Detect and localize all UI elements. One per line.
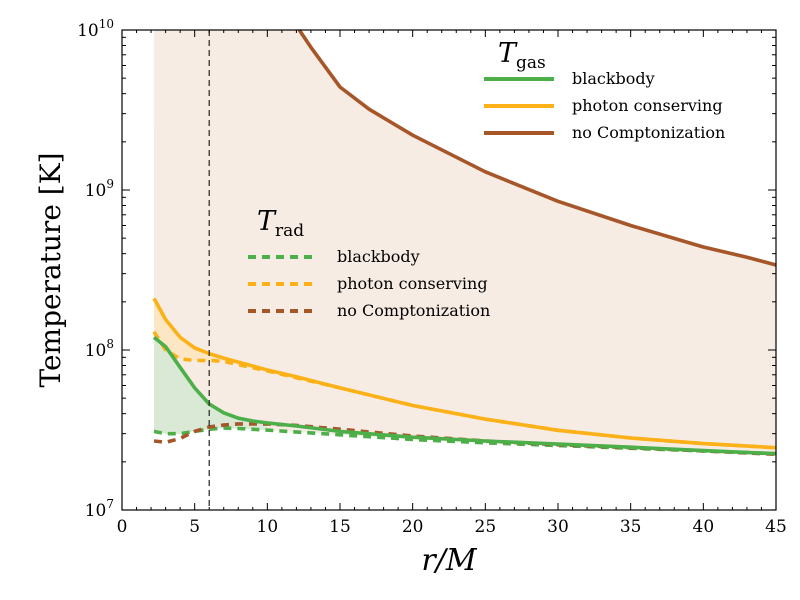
y-tick-label-base: 10 bbox=[77, 21, 99, 41]
legend-gas-title-main: T bbox=[498, 38, 518, 69]
legend-gas-label-photon-conserving: photon conserving bbox=[572, 96, 723, 115]
x-tick-label: 45 bbox=[765, 517, 787, 537]
fill-region-no-comptonization bbox=[153, 30, 776, 454]
y-tick-label: 107 bbox=[85, 497, 114, 521]
legend-gas-label-no-comptonization: no Comptonization bbox=[572, 123, 725, 142]
y-tick-label-base: 10 bbox=[85, 341, 107, 361]
x-tick-label: 30 bbox=[547, 517, 569, 537]
legend-rad-label-no-comptonization: no Comptonization bbox=[337, 301, 490, 320]
x-axis-ticks: 0 5 10 15 20 25 30 35 40 45 bbox=[117, 30, 787, 537]
x-tick-label: 15 bbox=[329, 517, 351, 537]
x-tick-label: 0 bbox=[117, 517, 128, 537]
x-tick-label: 35 bbox=[620, 517, 642, 537]
y-tick-label-base: 10 bbox=[85, 501, 107, 521]
series-t-gas-no-comptonization bbox=[297, 28, 777, 267]
y-tick-label: 1010 bbox=[77, 17, 114, 41]
legend-gas: Tgas blackbody photon conserving no Comp… bbox=[484, 38, 725, 142]
legend-rad-title: Trad bbox=[257, 206, 304, 241]
fill-region-blackbody bbox=[154, 337, 268, 434]
fill-region-photon-conserving bbox=[154, 298, 268, 371]
y-axis-label: Temperature [K] bbox=[34, 152, 67, 387]
legend-rad: Trad blackbody photon conserving no Comp… bbox=[248, 206, 490, 320]
y-tick-label-exponent: 9 bbox=[106, 177, 114, 191]
shaded-regions bbox=[153, 30, 776, 454]
series-t-gas-photon-conserving bbox=[152, 297, 777, 450]
legend-gas-title-sub: gas bbox=[516, 53, 546, 73]
plot-frame bbox=[121, 29, 777, 511]
legend-rad-title-sub: rad bbox=[275, 221, 304, 241]
x-axis-label: r/M bbox=[421, 543, 477, 578]
x-tick-label: 10 bbox=[257, 517, 279, 537]
y-tick-label-exponent: 8 bbox=[106, 337, 114, 351]
legend-rad-title-main: T bbox=[257, 206, 277, 237]
y-tick-label-exponent: 7 bbox=[106, 497, 114, 511]
y-tick-label: 108 bbox=[85, 337, 114, 361]
y-tick-label-base: 10 bbox=[85, 181, 107, 201]
series-t-gas-blackbody bbox=[152, 335, 777, 456]
legend-gas-title: Tgas bbox=[498, 38, 546, 73]
x-tick-label: 20 bbox=[402, 517, 424, 537]
legend-rad-label-blackbody: blackbody bbox=[337, 247, 420, 266]
y-tick-label: 109 bbox=[85, 177, 114, 201]
y-tick-label-exponent: 10 bbox=[99, 17, 114, 31]
legend-gas-label-blackbody: blackbody bbox=[572, 69, 655, 88]
series-layer bbox=[152, 28, 777, 457]
legend-rad-label-photon-conserving: photon conserving bbox=[337, 274, 488, 293]
x-tick-label: 5 bbox=[189, 517, 200, 537]
x-tick-label: 40 bbox=[693, 517, 715, 537]
x-tick-label: 25 bbox=[475, 517, 497, 537]
